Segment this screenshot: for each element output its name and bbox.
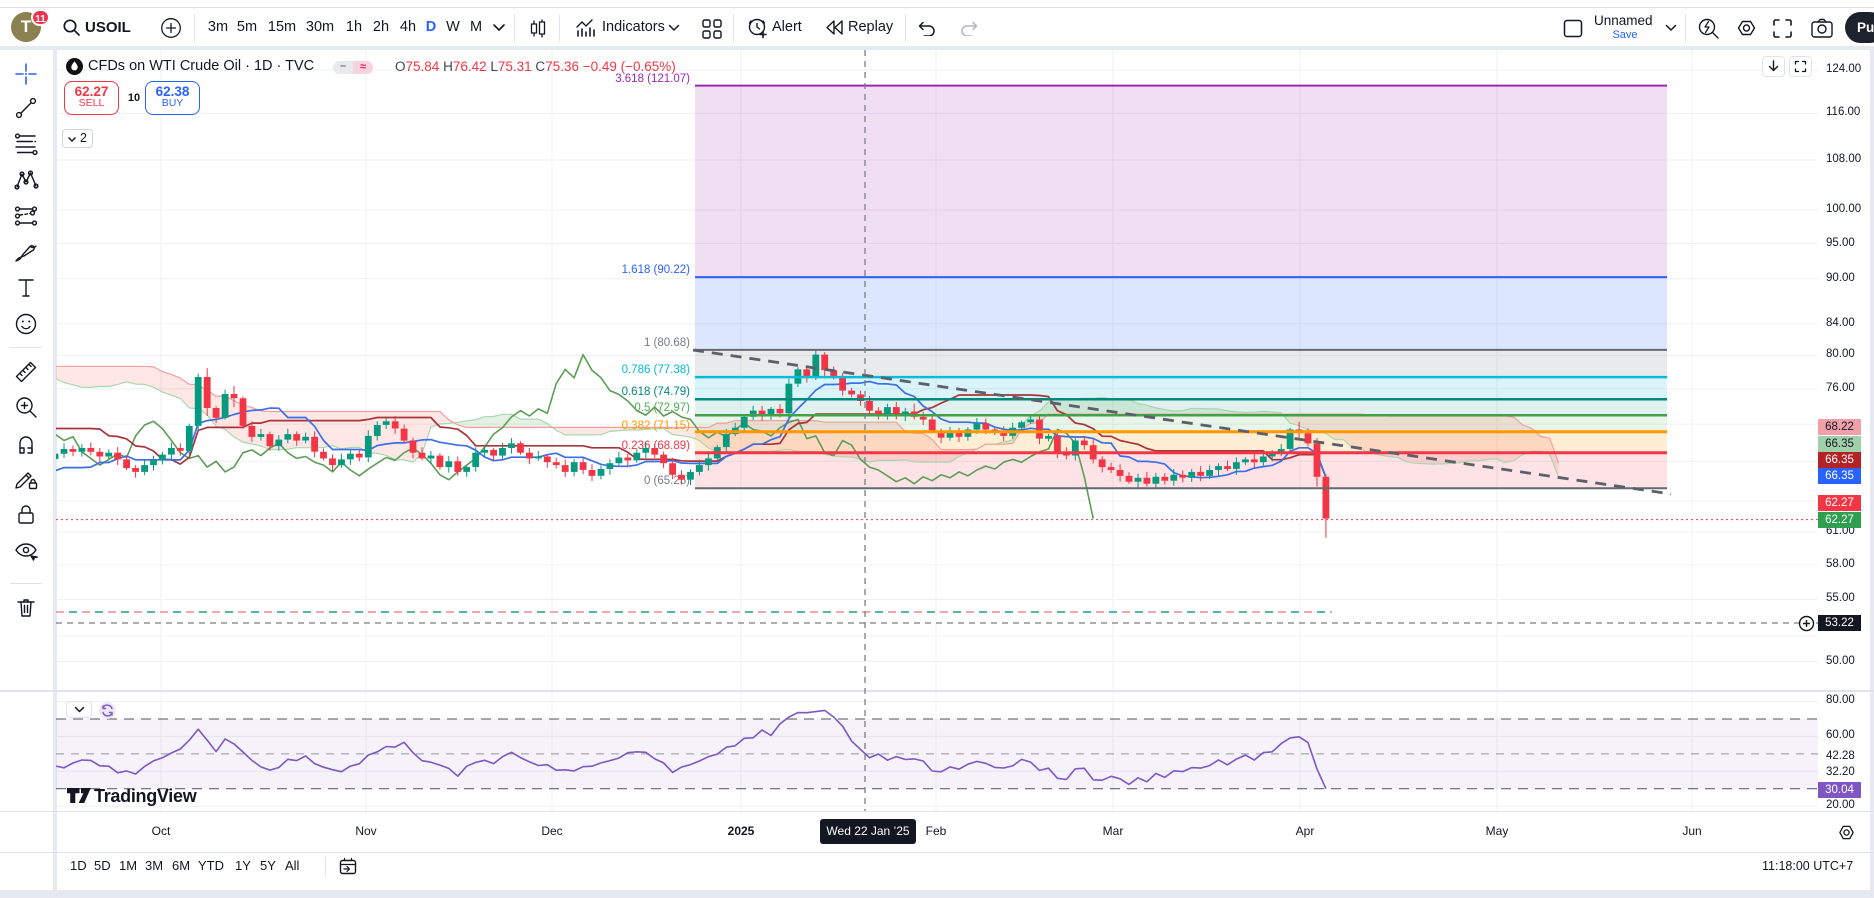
svg-text:0.236 (68.89): 0.236 (68.89)	[622, 440, 691, 452]
svg-text:0.618 (74.79): 0.618 (74.79)	[622, 386, 691, 398]
svg-text:0.786 (77.38): 0.786 (77.38)	[622, 364, 691, 376]
svg-text:3.618 (121.07): 3.618 (121.07)	[615, 73, 690, 85]
svg-text:0.5 (72.97): 0.5 (72.97)	[634, 402, 690, 414]
svg-text:0.382 (71.15): 0.382 (71.15)	[622, 420, 691, 432]
svg-text:1 (80.68): 1 (80.68)	[644, 337, 690, 349]
svg-text:1.618 (90.22): 1.618 (90.22)	[622, 264, 691, 276]
svg-text:TradingView: TradingView	[94, 786, 198, 806]
